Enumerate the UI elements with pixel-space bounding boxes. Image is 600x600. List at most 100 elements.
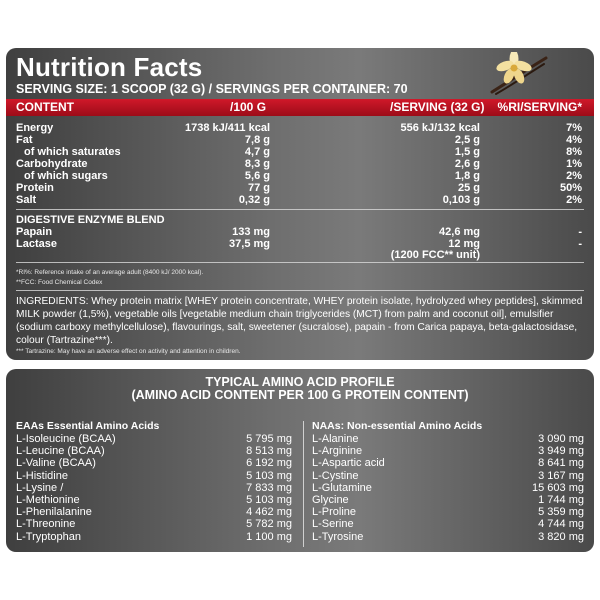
amino-title: TYPICAL AMINO ACID PROFILE (AMINO ACID C… xyxy=(6,376,594,402)
amino-name: L-Cystine xyxy=(312,469,359,482)
table-row: Protein 77 g 25 g 50% xyxy=(6,182,594,194)
amino-value: 3 949 mg xyxy=(538,445,584,458)
footnote-ri: *RI%: Reference intake of an average adu… xyxy=(16,269,204,276)
amino-row: L-Tyrosine 3 820 mg xyxy=(312,531,584,543)
nutrient-serving: 0,103 g xyxy=(442,194,480,206)
amino-row: L-Arginine 3 949 mg xyxy=(312,445,584,457)
nutrient-ri: 7% xyxy=(566,122,582,134)
amino-row: L-Phenilalanine 4 462 mg xyxy=(16,506,292,518)
amino-value: 1 744 mg xyxy=(538,494,584,506)
amino-row: L-Valine (BCAA) 6 192 mg xyxy=(16,457,292,469)
amino-name: L-Leucine (BCAA) xyxy=(16,445,105,458)
nutrient-ri: 2% xyxy=(566,170,582,182)
amino-value: 7 833 mg xyxy=(246,481,292,494)
nutrient-per100: 5,6 g xyxy=(244,170,270,182)
nutrient-label: Carbohydrate xyxy=(16,158,88,170)
footnote-tartrazine: *** Tartrazine: May have an adverse effe… xyxy=(16,348,241,355)
ingredients-text: INGREDIENTS: Whey protein matrix [WHEY p… xyxy=(16,296,583,346)
amino-name: L-Glutamine xyxy=(312,481,372,494)
amino-value: 5 359 mg xyxy=(538,506,584,519)
amino-value: 3 090 mg xyxy=(538,433,584,445)
vanilla-flower-icon xyxy=(490,52,548,95)
amino-value: 3 167 mg xyxy=(538,469,584,482)
amino-name: L-Histidine xyxy=(16,469,68,482)
nutrient-ri: 4% xyxy=(566,134,582,146)
serving-size: SERVING SIZE: 1 SCOOP (32 G) / SERVINGS … xyxy=(16,82,408,96)
amino-name: L-Methionine xyxy=(16,494,80,506)
amino-row: L-Threonine 5 782 mg xyxy=(16,518,292,530)
enzyme-serving: 12 mg xyxy=(448,238,480,250)
nutrient-serving: 556 kJ/132 kcal xyxy=(400,122,480,134)
enzyme-ri: - xyxy=(578,226,582,238)
amino-row: L-Cystine 3 167 mg xyxy=(312,470,584,482)
enzyme-label: Lactase xyxy=(16,238,57,250)
amino-name: L-Valine (BCAA) xyxy=(16,457,96,470)
col-per-serving: /SERVING (32 G) xyxy=(390,100,485,114)
amino-title-line1: TYPICAL AMINO ACID PROFILE xyxy=(205,375,395,389)
nutrient-per100: 0,32 g xyxy=(238,194,270,206)
nutrient-ri: 50% xyxy=(559,182,582,194)
amino-row: L-Isoleucine (BCAA) 5 795 mg xyxy=(16,433,292,445)
nutrition-facts-panel: Nutrition Facts SERVING SIZE: 1 SCOOP (3… xyxy=(6,48,594,360)
enzyme-per100: 133 mg xyxy=(232,226,270,238)
nutrient-per100: 7,8 g xyxy=(244,134,270,146)
amino-value: 15 603 mg xyxy=(532,481,584,494)
amino-name: L-Threonine xyxy=(16,518,76,531)
amino-name: L-Lysine / xyxy=(16,481,64,494)
page-title: Nutrition Facts xyxy=(16,52,203,82)
amino-name: L-Tyrosine xyxy=(312,530,364,543)
amino-name: L-Tryptophan xyxy=(16,530,82,543)
amino-name: L-Aspartic acid xyxy=(312,457,385,470)
nutrient-label: Salt xyxy=(16,194,37,206)
table-row: Carbohydrate 8,3 g 2,6 g 1% xyxy=(6,158,594,170)
amino-row: Glycine 1 744 mg xyxy=(312,494,584,506)
amino-value: 3 820 mg xyxy=(538,530,584,543)
divider xyxy=(16,262,584,263)
amino-row: L-Histidine 5 103 mg xyxy=(16,470,292,482)
amino-row: L-Lysine / 7 833 mg xyxy=(16,482,292,494)
amino-value: 5 782 mg xyxy=(246,518,292,531)
amino-value: 4 462 mg xyxy=(246,506,292,519)
column-divider xyxy=(303,421,304,547)
enzyme-label: Papain xyxy=(16,226,53,238)
table-row: Salt 0,32 g 0,103 g 2% xyxy=(6,194,594,206)
nutrient-serving: 1,8 g xyxy=(454,170,480,182)
enzyme-ri: - xyxy=(578,238,582,250)
table-header-bar: CONTENT /100 G /SERVING (32 G) %RI/SERVI… xyxy=(6,99,594,116)
amino-value: 8 641 mg xyxy=(538,457,584,470)
amino-row: L-Aspartic acid 8 641 mg xyxy=(312,457,584,469)
amino-name: L-Proline xyxy=(312,506,357,519)
table-row: of which sugars 5,6 g 1,8 g 2% xyxy=(6,170,594,182)
table-row: Fat 7,8 g 2,5 g 4% xyxy=(6,134,594,146)
amino-row: L-Methionine 5 103 mg xyxy=(16,494,292,506)
enzyme-serving: 42,6 mg xyxy=(439,226,480,238)
fcc-unit: (1200 FCC** unit) xyxy=(390,249,480,261)
amino-title-line2: (AMINO ACID CONTENT PER 100 G PROTEIN CO… xyxy=(131,388,469,402)
nutrient-label: of which sugars xyxy=(24,170,108,182)
amino-value: 4 744 mg xyxy=(538,518,584,531)
amino-value: 5 795 mg xyxy=(246,433,292,445)
divider xyxy=(16,209,584,210)
nutrient-label: Protein xyxy=(16,182,54,194)
col-content: CONTENT xyxy=(16,100,74,114)
nutrient-label: of which saturates xyxy=(24,146,121,158)
eaa-heading: EAAs Essential Amino Acids xyxy=(16,420,160,432)
footnote-fcc: **FCC: Food Chemical Codex xyxy=(16,279,103,286)
amino-name: L-Alanine xyxy=(312,433,359,445)
divider xyxy=(16,290,584,291)
amino-value: 6 192 mg xyxy=(246,457,292,470)
table-row: of which saturates 4,7 g 1,5 g 8% xyxy=(6,146,594,158)
amino-name: L-Isoleucine (BCAA) xyxy=(16,433,116,445)
nutrient-per100: 4,7 g xyxy=(244,146,270,158)
amino-value: 5 103 mg xyxy=(246,469,292,482)
enzyme-per100: 37,5 mg xyxy=(229,238,270,250)
amino-name: L-Phenilalanine xyxy=(16,506,92,519)
amino-value: 8 513 mg xyxy=(246,445,292,458)
enzyme-blend-title: DIGESTIVE ENZYME BLEND xyxy=(16,214,165,226)
amino-row: L-Proline 5 359 mg xyxy=(312,506,584,518)
amino-row: L-Tryptophan 1 100 mg xyxy=(16,531,292,543)
table-row: Papain 133 mg 42,6 mg - xyxy=(6,226,594,238)
amino-name: L-Arginine xyxy=(312,445,363,458)
amino-value: 1 100 mg xyxy=(246,530,292,543)
naa-heading: NAAs: Non-essential Amino Acids xyxy=(312,420,483,432)
